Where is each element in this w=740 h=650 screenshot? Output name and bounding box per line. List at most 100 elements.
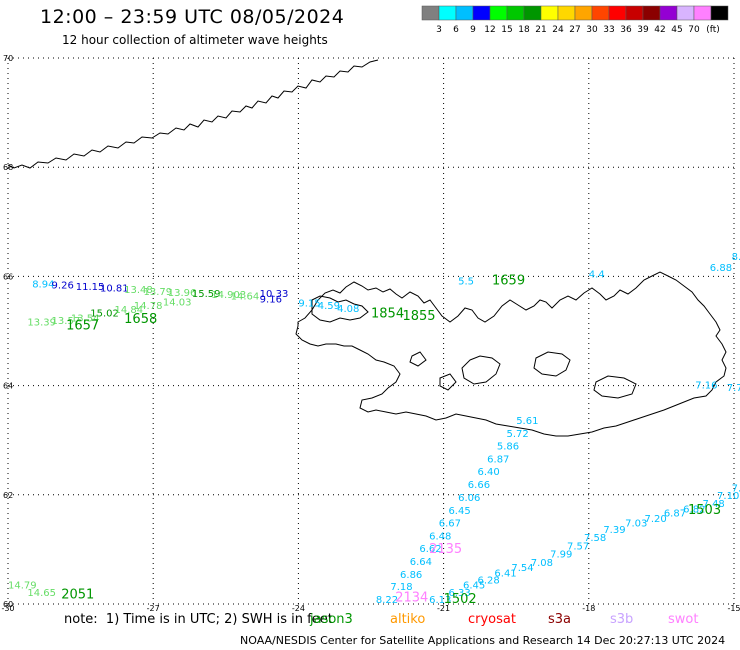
legend-item-cryosat: cryosat	[468, 612, 516, 627]
legend-item-swot: swot	[668, 612, 699, 627]
pass-time-label: 2135	[429, 542, 462, 557]
iceland-coastline	[295, 271, 727, 437]
longitude-label: -18	[582, 604, 595, 613]
longitude-label: -21	[437, 604, 450, 613]
wave-height-label: 7.39	[603, 525, 625, 536]
wave-height-label: 9.15	[298, 298, 320, 309]
wave-height-label: 6.86	[400, 570, 422, 581]
wave-height-label: 6.45	[448, 506, 470, 517]
wave-height-label: 6.87	[487, 455, 509, 466]
wave-height-label: 14.03	[163, 297, 192, 308]
colorbar-label: 70	[688, 25, 700, 35]
color-scale-bar: 3 6 9 12 15 18 21 24 27 30 33 36 39 42 45 70 (ft)	[421, 5, 729, 35]
colorbar-label: 33	[603, 25, 614, 35]
longitude-label: -24	[292, 604, 305, 613]
wave-height-label: 4.4	[589, 269, 605, 280]
wave-height-label: 6.45	[463, 581, 485, 592]
legend-item-altiko: altiko	[390, 612, 426, 627]
pass-time-label: 1503	[688, 503, 721, 518]
wave-height-label: 13.39	[27, 318, 56, 329]
pass-time-label: 1659	[492, 274, 525, 289]
wave-height-label: 6.66	[468, 480, 490, 491]
pass-time-label: 1854	[371, 306, 404, 321]
wave-height-label: 5.72	[507, 429, 529, 440]
colorbar-swatch	[710, 5, 729, 21]
wave-height-label: 7.11	[732, 484, 740, 495]
pass-time-label: 1855	[402, 309, 435, 324]
wave-height-label: 7.54	[511, 563, 533, 574]
coastline	[7, 59, 727, 437]
pass-time-label: 1502	[444, 592, 477, 607]
pass-time-label: 2134	[395, 590, 428, 605]
wave-height-label: 13.96	[168, 288, 197, 299]
pass-time-label: 1657	[66, 318, 99, 333]
wave-height-observations: 8.949.26 11.1510.8113.4813.7913.9615.5914…	[8, 252, 740, 606]
latitude-label: 70	[3, 54, 13, 63]
wave-height-label: 7.70	[727, 383, 740, 394]
latitude-label: 64	[3, 382, 13, 391]
wave-height-label: 6.82	[683, 504, 705, 515]
wave-height-label: 14.84	[114, 305, 143, 316]
wave-height-label: 5.86	[497, 441, 519, 452]
wave-height-label: 6.06	[458, 493, 480, 504]
wave-height-label: 7.20	[644, 514, 666, 525]
colorbar-label: 12	[484, 25, 495, 35]
wave-height-label: 6.13	[429, 595, 451, 606]
wave-height-label: 10.81	[100, 284, 129, 295]
wave-height-label: 7.03	[625, 518, 647, 529]
footer-credit: NOAA/NESDIS Center for Satellite Applica…	[240, 634, 726, 647]
wave-height-label: 6.48	[429, 532, 451, 543]
colorbar-label: 27	[569, 25, 580, 35]
colorbar-label: 18	[518, 25, 530, 35]
wave-height-label: 15.02	[90, 308, 119, 319]
wave-height-label: 6.87	[664, 509, 686, 520]
wave-height-label: 7.48	[703, 499, 725, 510]
colorbar-unit: (ft)	[706, 25, 720, 35]
latitude-label: 68	[3, 163, 13, 172]
wave-height-label: 7.18	[390, 582, 412, 593]
colorbar-label: 21	[535, 25, 546, 35]
wave-height-label: 15.59	[192, 289, 221, 300]
wave-height-label: 6.41	[494, 569, 516, 580]
wave-height-label: 9.16	[260, 295, 282, 306]
lake-5	[409, 351, 427, 367]
colorbar-label: 24	[552, 25, 564, 35]
wave-height-label: 5.61	[516, 416, 538, 427]
wave-height-label: 8.22	[376, 595, 398, 606]
wave-height-label: 6.62	[419, 544, 441, 555]
longitude-label: -30	[1, 604, 14, 613]
wave-height-label: 13.48	[124, 285, 153, 296]
latitude-label: 60	[3, 600, 13, 609]
colorbar-label: 42	[654, 25, 665, 35]
lake-2	[533, 351, 571, 377]
pass-time-label: 1658	[124, 312, 157, 327]
wave-height-label: 6.67	[439, 518, 461, 529]
wave-height-label: 8.94	[32, 279, 54, 290]
wave-height-label: 7.10	[717, 491, 739, 502]
lake-4	[439, 373, 457, 391]
wave-height-label: 9.26	[52, 280, 74, 291]
map-title: 12:00 – 23:59 UTC 08/05/2024	[40, 6, 345, 28]
longitude-label: -27	[147, 604, 160, 613]
wave-height-label: 7.58	[584, 533, 606, 544]
wave-height-label: 8.5	[732, 252, 740, 263]
wave-height-label: 5.5	[458, 277, 474, 288]
wave-height-label: 13.57	[52, 316, 81, 327]
wave-height-label: 6.40	[477, 467, 499, 478]
lake-1	[461, 355, 501, 385]
wave-height-label: 14.65	[27, 588, 56, 599]
wave-height-label: 4.08	[337, 304, 359, 315]
wave-height-label: 14.64	[231, 291, 260, 302]
colorbar-label: 39	[637, 25, 649, 35]
axis-tick-labels: -30 -27 -24 -21 -18 -15 70 68 66 64 62 60	[1, 54, 740, 613]
wave-height-label: 14.78	[134, 301, 163, 312]
wave-height-label: 14.903	[211, 290, 246, 301]
latitude-label: 66	[3, 272, 13, 281]
wave-height-label: 7.99	[550, 550, 572, 561]
pass-time-label: 2051	[61, 588, 94, 603]
wave-height-label: 13.54	[71, 314, 100, 325]
wave-height-label: 6.88	[710, 263, 732, 274]
wave-height-label: 13.79	[144, 287, 173, 298]
